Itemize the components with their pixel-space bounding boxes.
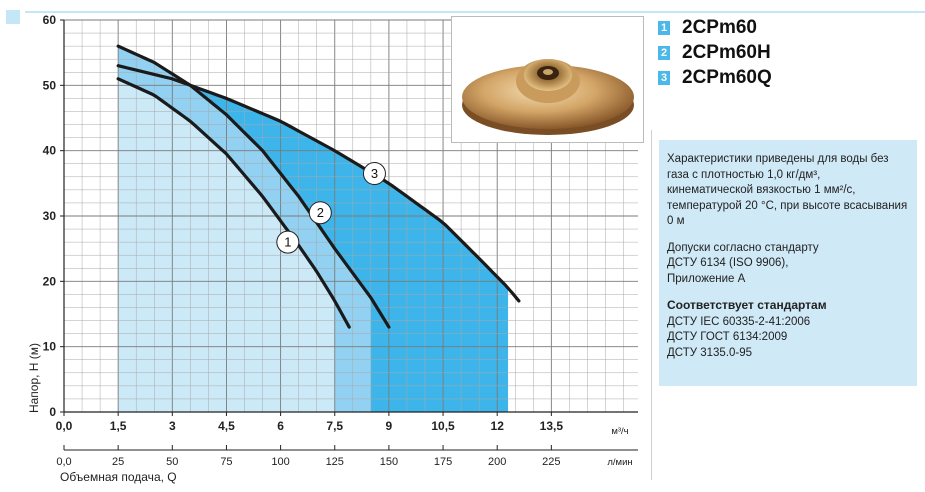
y-axis-title: Напор, H (м) xyxy=(27,343,41,413)
impeller-icon xyxy=(462,59,634,135)
standard-line: ДСТУ 3135.0-95 xyxy=(667,346,753,359)
legend-number-badge: 2 xyxy=(658,46,670,60)
curve-label-circle xyxy=(276,230,300,254)
x-tick-label: 9 xyxy=(386,419,393,433)
legend-model-name: 2CPm60H xyxy=(682,42,771,63)
legend-number-badge: 1 xyxy=(658,21,670,35)
y-tick-label: 20 xyxy=(43,274,57,288)
conditions-text: Характеристики приведены для воды без га… xyxy=(667,153,908,227)
x-tick-label: 10,5 xyxy=(431,419,455,433)
info-box: Характеристики приведены для воды без га… xyxy=(659,140,917,386)
standard-line: ДСТУ ГОСТ 6134:2009 xyxy=(667,331,788,343)
x-tick-label: 12 xyxy=(491,419,505,433)
x2-tick-label: 175 xyxy=(434,456,452,468)
x2-tick-label: 0,0 xyxy=(56,456,71,468)
tolerance-line: ДСТУ 6134 (ISO 9906), xyxy=(667,257,789,269)
legend-item: 3 2CPm60Q xyxy=(658,66,918,90)
impeller-photo xyxy=(451,16,644,143)
legend-item: 1 2CPm60 xyxy=(658,16,918,40)
x2-axis-unit: л/мин xyxy=(607,457,632,468)
x-tick-label: 13,5 xyxy=(540,419,564,433)
x-tick-label: 1,5 xyxy=(110,419,127,433)
x2-tick-label: 25 xyxy=(112,456,124,468)
legend-item: 2 2CPm60H xyxy=(658,41,918,65)
y-tick-label: 60 xyxy=(43,13,57,27)
tolerance-line: Допуски согласно стандарту xyxy=(667,241,819,254)
y-tick-label: 30 xyxy=(43,209,57,223)
legend: 1 2CPm60 2 2CPm60H 3 2CPm60Q xyxy=(658,16,918,91)
legend-model-name: 2CPm60 xyxy=(682,17,757,38)
y-tick-label: 50 xyxy=(43,78,57,92)
x-axis-title: Объемная подача, Q xyxy=(60,470,177,484)
curve-label-text: 1 xyxy=(284,235,291,250)
x2-tick-label: 75 xyxy=(220,456,232,468)
x-tick-label: 3 xyxy=(169,419,176,433)
curve-label-circle xyxy=(308,201,332,225)
curve-label-text: 2 xyxy=(317,205,324,220)
x2-tick-label: 125 xyxy=(326,456,344,468)
top-rule xyxy=(25,11,925,13)
standard-line: ДСТУ IEC 60335-2-41:2006 xyxy=(667,315,811,328)
tolerance-line: Приложение А xyxy=(667,272,746,285)
tolerance-block: Допуски согласно стандарту ДСТУ 6134 (IS… xyxy=(667,241,909,288)
x2-tick-label: 200 xyxy=(488,456,506,468)
standards-title: Соответствует стандартам xyxy=(667,298,827,312)
x2-tick-label: 150 xyxy=(380,456,398,468)
series-curve-2 xyxy=(116,44,391,329)
x2-tick-label: 225 xyxy=(542,456,560,468)
x-tick-label: 6 xyxy=(277,419,284,433)
y-tick-label: 10 xyxy=(43,340,57,354)
legend-model-name: 2CPm60Q xyxy=(682,67,772,88)
corner-decoration xyxy=(6,10,20,24)
x-tick-label: 7,5 xyxy=(326,419,343,433)
series-curve-1 xyxy=(116,77,351,329)
x-axis-unit: м³/ч xyxy=(611,426,628,437)
x2-tick-label: 50 xyxy=(166,456,178,468)
series-curve-3 xyxy=(116,64,521,303)
y-tick-label: 40 xyxy=(43,144,57,158)
x2-tick-label: 100 xyxy=(271,456,289,468)
column-divider xyxy=(651,130,652,480)
standards-block: Соответствует стандартам ДСТУ IEC 60335-… xyxy=(667,298,909,361)
x-tick-label: 0,0 xyxy=(56,419,73,433)
legend-number-badge: 3 xyxy=(658,71,670,85)
y-tick-label: 0 xyxy=(49,405,56,419)
x-tick-label: 4,5 xyxy=(218,419,235,433)
curve-label-text: 3 xyxy=(371,166,378,181)
curve-label-circle xyxy=(362,162,386,186)
